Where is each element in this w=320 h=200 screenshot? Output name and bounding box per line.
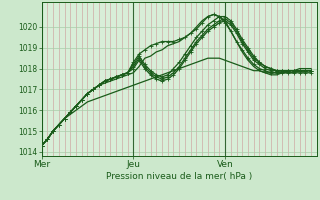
X-axis label: Pression niveau de la mer( hPa ): Pression niveau de la mer( hPa ) xyxy=(106,172,252,181)
